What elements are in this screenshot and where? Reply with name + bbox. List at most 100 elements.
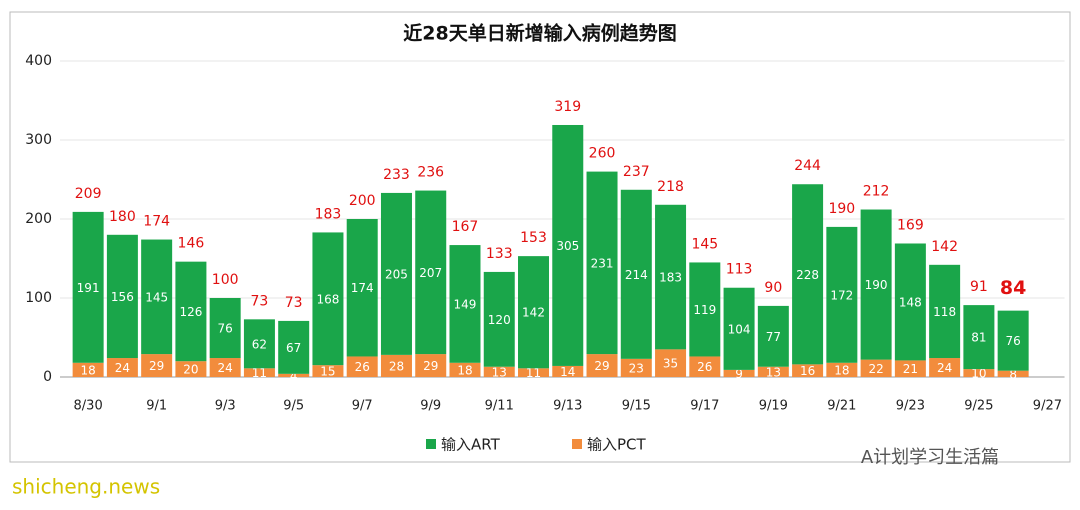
bar-segment <box>106 358 138 377</box>
segment-label: 29 <box>423 359 438 373</box>
total-label: 218 <box>657 179 684 195</box>
bar-segment <box>106 234 138 359</box>
chart-frame <box>9 11 1071 463</box>
segment-label: 24 <box>115 361 130 375</box>
bar-segment <box>72 362 104 377</box>
segment-label: 305 <box>556 239 579 253</box>
segment-label: 21 <box>903 362 918 376</box>
segment-label: 11 <box>252 366 267 380</box>
segment-label: 15 <box>320 365 335 379</box>
bar-segment <box>243 368 275 377</box>
bar-segment <box>518 256 550 369</box>
bar-segment <box>586 354 618 377</box>
bar-segment <box>552 124 584 366</box>
segment-label: 205 <box>385 267 408 281</box>
segment-label: 81 <box>971 331 986 345</box>
x-tick-label: 9/7 <box>352 399 373 414</box>
bar-segment <box>415 354 447 377</box>
bar-segment <box>792 364 824 377</box>
segment-label: 26 <box>697 360 712 374</box>
total-label: 236 <box>417 165 444 181</box>
x-tick-label: 9/17 <box>690 399 719 414</box>
bar-segment <box>757 366 789 377</box>
segment-label: 14 <box>560 365 575 379</box>
y-tick-label: 100 <box>25 290 52 306</box>
bar-segment <box>415 190 447 355</box>
bar-segment <box>175 261 207 362</box>
legend-label: 输入ART <box>441 436 501 454</box>
bar-segment <box>449 362 481 377</box>
bar-segment <box>209 298 241 359</box>
segment-label: 23 <box>629 361 644 375</box>
x-tick-label: 9/11 <box>485 399 514 414</box>
segment-label: 172 <box>830 288 853 302</box>
total-label: 153 <box>520 230 547 246</box>
bar-segment <box>518 368 550 377</box>
total-label: 146 <box>178 236 205 252</box>
bar-segment <box>449 245 481 363</box>
total-label: 145 <box>691 236 718 252</box>
total-label: 73 <box>285 295 303 311</box>
segment-label: 29 <box>149 359 164 373</box>
bar-segment <box>860 359 892 377</box>
total-label: 180 <box>109 209 136 225</box>
bar-segment <box>997 310 1029 371</box>
total-label: 90 <box>764 280 782 296</box>
total-label: 233 <box>383 167 410 183</box>
segment-label: 11 <box>526 366 541 380</box>
segment-label: 156 <box>111 290 134 304</box>
x-tick-label: 8/30 <box>74 399 103 414</box>
segment-label: 62 <box>252 337 267 351</box>
bar-segment <box>278 373 310 377</box>
segment-label: 18 <box>834 363 849 377</box>
bar-segment <box>620 189 652 359</box>
bar-segment <box>586 171 618 355</box>
bar-segment <box>620 358 652 377</box>
total-label: 113 <box>726 262 753 278</box>
segment-label: 142 <box>522 306 545 320</box>
bar-segment <box>689 262 721 357</box>
bar-segment <box>655 349 687 377</box>
segment-label: 8 <box>1009 367 1017 381</box>
bar-segment <box>72 211 104 363</box>
total-label: 209 <box>75 186 102 202</box>
bar-segment <box>929 358 961 377</box>
total-label: 142 <box>931 239 958 255</box>
bar-segment <box>963 305 995 370</box>
total-label: 319 <box>554 99 581 115</box>
segment-label: 145 <box>145 290 168 304</box>
bar-segment <box>346 219 378 357</box>
bar-segment <box>689 356 721 377</box>
segment-label: 18 <box>80 363 95 377</box>
segment-label: 214 <box>625 268 648 282</box>
bar-segment <box>141 239 173 355</box>
segment-label: 191 <box>77 281 100 295</box>
bar-segment <box>278 320 310 374</box>
bar-segment <box>380 192 412 355</box>
bar-segment <box>346 356 378 377</box>
y-tick-label: 400 <box>25 53 52 69</box>
bar-segment <box>997 370 1029 377</box>
bar-segment <box>483 271 515 367</box>
bar-segment <box>141 354 173 377</box>
legend-label: 输入PCT <box>587 436 647 454</box>
x-tick-label: 9/9 <box>420 399 441 414</box>
bar-segment <box>723 369 755 377</box>
bar-segment <box>312 232 344 366</box>
segment-label: 228 <box>796 268 819 282</box>
segment-label: 104 <box>728 322 751 336</box>
segment-label: 119 <box>693 303 716 317</box>
segment-label: 26 <box>355 360 370 374</box>
segment-label: 174 <box>351 281 374 295</box>
bar-segment <box>894 360 926 377</box>
bar-segment <box>655 204 687 350</box>
bar-segment <box>963 369 995 377</box>
watermark: A计划学习生活篇 <box>861 447 999 468</box>
legend-swatch <box>572 439 582 449</box>
x-tick-label: 9/15 <box>622 399 651 414</box>
bar-segment <box>552 365 584 377</box>
total-label: 91 <box>970 279 988 295</box>
x-tick-label: 9/13 <box>553 399 582 414</box>
segment-label: 190 <box>865 278 888 292</box>
